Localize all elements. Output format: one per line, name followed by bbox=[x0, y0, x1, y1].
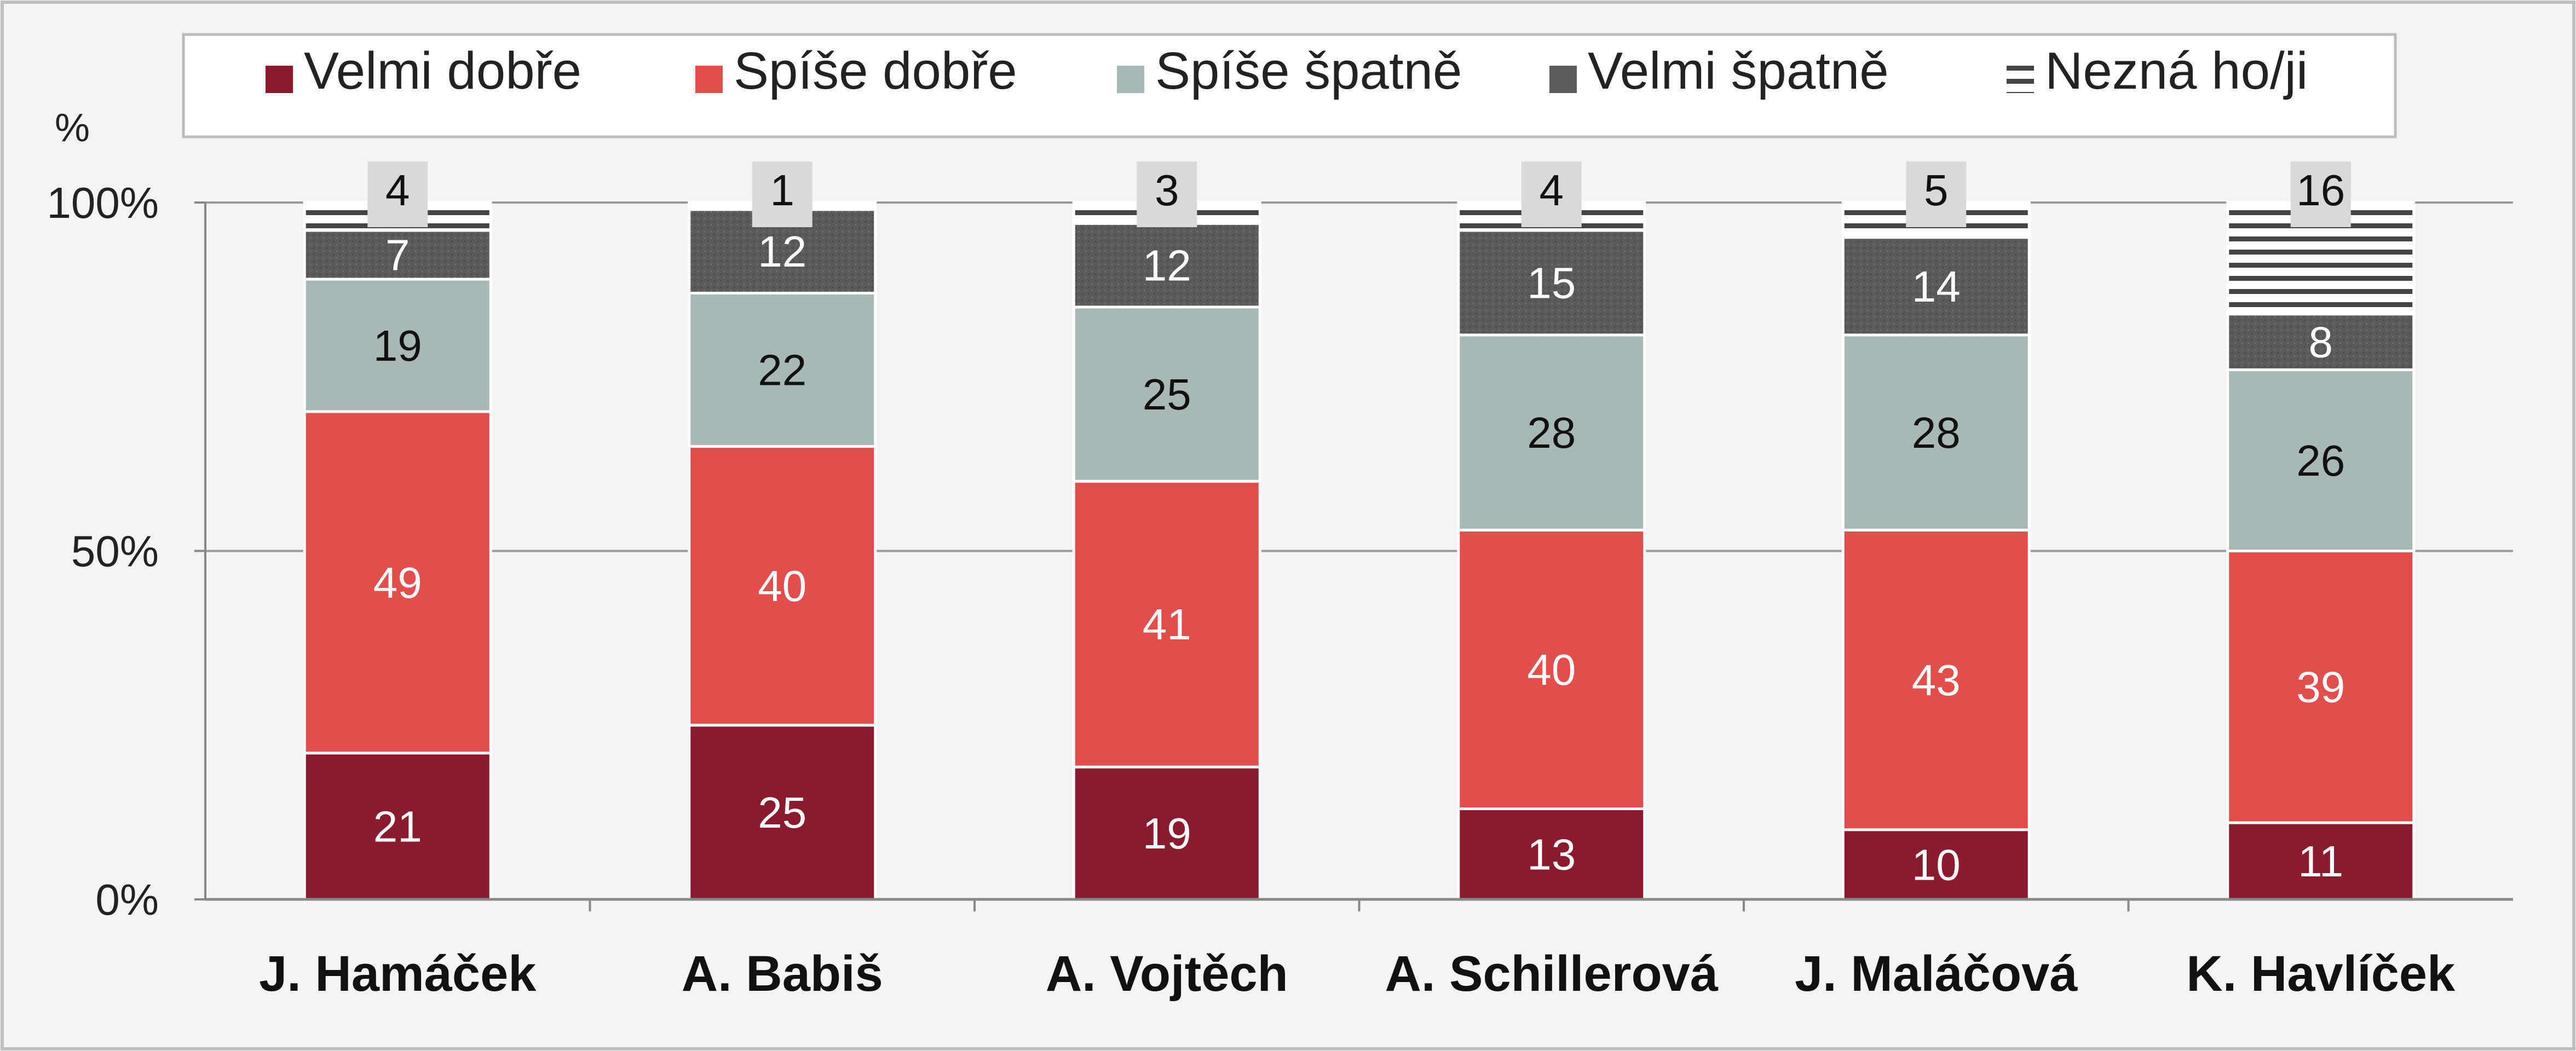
data-label-4-5: 4 bbox=[1540, 166, 1564, 215]
data-label-5-5: 5 bbox=[1924, 166, 1949, 215]
bar-segment-4-1 bbox=[1457, 807, 1646, 901]
legend-swatch-5 bbox=[2007, 66, 2034, 93]
legend: Velmi dobře Spíše dobře Spíše špatně Velmi … bbox=[182, 33, 2397, 138]
data-label-bg-6-5 bbox=[2290, 161, 2351, 227]
bar-segment-4-2 bbox=[1457, 528, 1646, 811]
data-label-3-4: 12 bbox=[1143, 241, 1191, 290]
bar-segment-2-1 bbox=[688, 724, 877, 901]
data-label-3-1: 19 bbox=[1143, 809, 1191, 858]
data-label-6-5: 16 bbox=[2296, 166, 2345, 215]
bar-segment-6-4 bbox=[2226, 313, 2416, 372]
category-label-6: K. Havlíček bbox=[2186, 946, 2456, 1002]
bar-segment-3-3 bbox=[1072, 305, 1261, 483]
data-label-bg-4-5 bbox=[1521, 161, 1582, 227]
category-label-5: J. Maláčová bbox=[1795, 946, 2078, 1002]
bar-stack-1: 21 49 19 7 4 bbox=[303, 161, 492, 901]
bar-segment-6-1 bbox=[2226, 821, 2416, 901]
data-label-6-4: 8 bbox=[2309, 318, 2333, 367]
data-label-5-3: 28 bbox=[1912, 408, 1961, 457]
data-label-6-1: 11 bbox=[2298, 837, 2343, 886]
data-label-2-5: 1 bbox=[770, 166, 795, 215]
data-label-bg-2-5 bbox=[752, 161, 812, 227]
data-label-5-4: 14 bbox=[1912, 262, 1961, 311]
data-label-1-4: 7 bbox=[385, 230, 410, 279]
bar-segment-1-3 bbox=[303, 278, 492, 413]
data-label-3-3: 25 bbox=[1143, 370, 1191, 419]
data-label-3-5: 3 bbox=[1155, 166, 1179, 215]
data-label-bg-3-5 bbox=[1137, 161, 1197, 227]
bar-stack-4: 13 40 28 15 4 bbox=[1457, 161, 1646, 901]
legend-label-5: Nezná ho/ji bbox=[2045, 42, 2308, 100]
data-label-1-3: 19 bbox=[373, 321, 422, 370]
category-label-2: A. Babiš bbox=[682, 946, 883, 1002]
legend-swatch-4 bbox=[1549, 66, 1577, 93]
category-label-1: J. Hamáček bbox=[259, 946, 537, 1002]
data-label-5-2: 43 bbox=[1912, 656, 1961, 704]
category-label-4: A. Schillerová bbox=[1385, 946, 1719, 1002]
data-label-2-3: 22 bbox=[758, 346, 806, 395]
legend-label-2: Spíše dobře bbox=[734, 42, 1017, 100]
y-tick-label-50: 50% bbox=[71, 527, 159, 576]
bar-segment-5-4 bbox=[1841, 236, 2031, 337]
bar-segment-3-2 bbox=[1072, 480, 1261, 769]
legend-swatch-1 bbox=[266, 66, 293, 93]
data-label-6-2: 39 bbox=[2296, 663, 2345, 712]
data-label-1-5: 4 bbox=[385, 166, 410, 215]
legend-swatch-3 bbox=[1117, 66, 1144, 93]
bar-stack-5: 10 43 28 14 5 bbox=[1841, 161, 2031, 901]
bar-stack-2: 25 40 22 12 1 bbox=[688, 161, 877, 901]
legend-label-1: Velmi dobře bbox=[304, 42, 581, 100]
data-label-bg-1-5 bbox=[367, 161, 428, 227]
bar-segment-2-3 bbox=[688, 291, 877, 448]
legend-label-4: Velmi špatně bbox=[1588, 42, 1889, 100]
data-label-2-2: 40 bbox=[758, 562, 806, 610]
y-tick-label-0: 0% bbox=[95, 875, 159, 924]
data-label-4-3: 28 bbox=[1527, 408, 1576, 457]
y-tick-label-100: 100% bbox=[47, 178, 159, 227]
data-label-bg-5-5 bbox=[1906, 161, 1967, 227]
legend-swatch-2 bbox=[695, 66, 723, 93]
data-label-5-1: 10 bbox=[1912, 840, 1961, 889]
data-label-6-3: 26 bbox=[2296, 436, 2345, 485]
bar-segment-3-4 bbox=[1072, 222, 1261, 309]
bar-stack-3: 19 41 25 12 3 bbox=[1072, 161, 1261, 901]
data-label-4-4: 15 bbox=[1527, 258, 1576, 307]
data-label-4-1: 13 bbox=[1527, 830, 1576, 879]
bar-segment-1-1 bbox=[303, 752, 492, 901]
bar-segment-4-4 bbox=[1457, 229, 1646, 337]
data-label-1-1: 21 bbox=[373, 802, 422, 851]
legend-label-3: Spíše špatně bbox=[1155, 42, 1462, 100]
plot-area: 21 49 19 7 4 25 40 22 12 1 19 41 25 12 3 13 40 28 15 4 10 43 2… bbox=[47, 161, 2513, 1002]
bar-segment-6-2 bbox=[2226, 550, 2416, 824]
bar-stack-6: 11 39 26 8 16 bbox=[2226, 161, 2416, 901]
data-label-1-2: 49 bbox=[373, 558, 422, 607]
bar-segment-1-4 bbox=[303, 229, 492, 281]
data-label-2-4: 12 bbox=[758, 227, 806, 276]
bar-segment-2-2 bbox=[688, 445, 877, 727]
data-label-2-1: 25 bbox=[758, 788, 806, 837]
y-axis-unit: % bbox=[55, 106, 90, 150]
data-label-4-2: 40 bbox=[1527, 645, 1576, 694]
category-label-3: A. Vojtěch bbox=[1046, 946, 1288, 1002]
data-label-3-2: 41 bbox=[1143, 600, 1191, 649]
